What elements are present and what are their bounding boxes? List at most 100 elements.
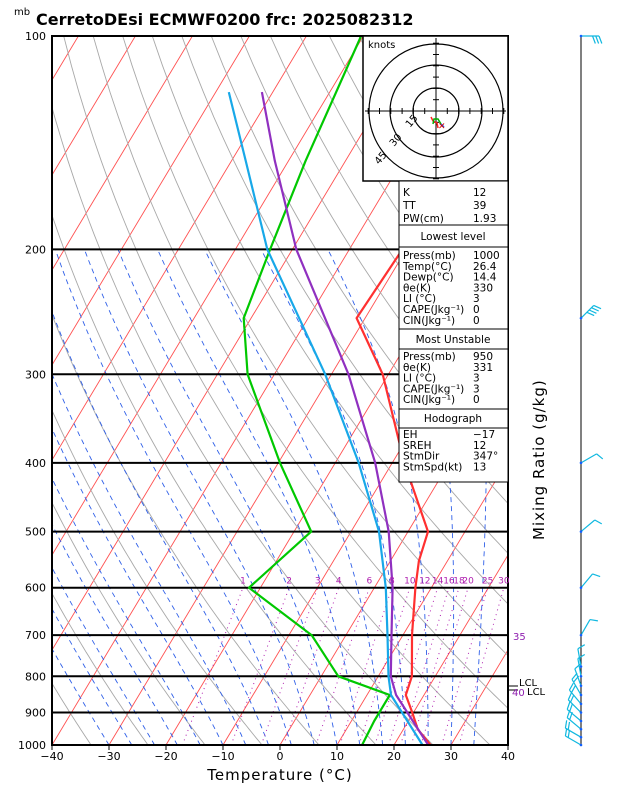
- dry-adiabat-line: [52, 313, 320, 745]
- wind-barb-feather: [577, 644, 586, 650]
- mixing-ratio-line: [410, 587, 460, 745]
- isotherm-line: [336, 459, 508, 745]
- wind-barb: [580, 519, 596, 533]
- virtual_parcel-profile: [227, 91, 424, 745]
- lcl-marker: LCL 40 LCL: [508, 678, 546, 699]
- dry-adiabat-line: [536, 36, 618, 745]
- most-unstable-label: θe(K): [403, 362, 431, 374]
- wind-barb-feather: [595, 35, 600, 44]
- most-unstable-value: 0: [473, 394, 480, 406]
- lcl-label: LCL: [519, 678, 538, 689]
- moist-adiabat-line: [52, 607, 133, 745]
- temperature-tick-label: 30: [444, 750, 458, 763]
- mixing-ratio-label: 16: [443, 577, 455, 587]
- most-unstable-value: 331: [473, 362, 493, 374]
- most-unstable-label: LI (°C): [403, 373, 436, 385]
- chart-title: CerretoDEsi ECMWF0200 frc: 2025082312: [36, 10, 414, 29]
- mixing-ratio-label: 4: [336, 577, 342, 587]
- wind-level-dot: [579, 633, 583, 637]
- pressure-tick-label: 400: [25, 457, 46, 470]
- lowest-level-label: CIN(Jkg⁻¹): [403, 315, 455, 327]
- moist-adiabat-line: [157, 249, 361, 745]
- temperature-tick-label: −10: [211, 750, 234, 763]
- index-tt-value: 39: [473, 200, 486, 212]
- lowest-level-value: 0: [473, 304, 480, 316]
- mixing-ratio-35-label: 35: [513, 632, 526, 643]
- mixing-ratio-label: 2: [286, 577, 292, 587]
- isotherm-line: [165, 174, 508, 745]
- isotherm-line: [52, 36, 307, 461]
- mixing-ratio-label: 30: [498, 577, 510, 587]
- wind-level-dot: [579, 719, 583, 723]
- mixing-ratio-label: 8: [389, 577, 395, 587]
- mixing-ratio-label: 1: [240, 577, 246, 587]
- profile-lines: [227, 36, 508, 745]
- pressure-unit-label: mb: [14, 7, 30, 18]
- wind-barb: [577, 658, 582, 677]
- wind-barb-feather: [564, 720, 568, 729]
- hodograph-params-rows: EH −17 SREH 12 StmDir 347° StmSpd(kt) 13: [403, 429, 498, 473]
- wind-level-dot: [579, 702, 583, 706]
- dry-adiabat-line: [52, 592, 149, 745]
- mixing-ratio-line: [420, 587, 469, 745]
- lowest-level-label: Press(mb): [403, 250, 456, 262]
- most-unstable-rows: Press(mb) 950 θe(K) 331 LI (°C) 3 CAPE(Jkg⁻¹) 3…: [403, 351, 493, 406]
- most-unstable-label: CAPE(Jkg⁻¹): [403, 383, 464, 395]
- dry-adiabat-line: [595, 36, 618, 745]
- lowest-level-label: θe(K): [403, 282, 431, 294]
- wind-level-dot: [579, 735, 583, 739]
- hodograph-param-value: 347°: [473, 451, 498, 463]
- wind-barb-feather: [593, 304, 602, 310]
- pressure-tick-label: 900: [25, 707, 46, 720]
- hodograph-param-value: 13: [473, 461, 486, 473]
- temperature-tick-label: −40: [40, 750, 63, 763]
- mixing-ratio-line: [374, 587, 426, 745]
- wind-level-dot: [579, 727, 583, 731]
- pressure-tick-label: 1000: [18, 739, 46, 752]
- isotherm-line: [393, 554, 508, 745]
- dry-adiabat-line: [52, 682, 92, 745]
- isotherm-line: [52, 36, 250, 366]
- mixing-ratio-label: 14: [432, 577, 444, 587]
- hodograph-param-label: StmDir: [403, 451, 440, 463]
- pressure-tick-labels: 1000 900 800 700 600 500 400 300 200 100: [18, 30, 46, 752]
- index-pw-value: 1.93: [473, 213, 496, 225]
- wind-barb-feather: [589, 618, 598, 622]
- hodograph-param-label: StmSpd(kt): [403, 461, 462, 473]
- dry-adiabat-line: [181, 36, 508, 554]
- most-unstable-heading: Most Unstable: [416, 334, 491, 346]
- temperature-tick-label: −20: [154, 750, 177, 763]
- mixing-ratio-line: [315, 587, 370, 745]
- temperature-tick-label: 0: [277, 750, 284, 763]
- wind-barb-feather: [598, 35, 603, 44]
- wind-barb-feather: [569, 703, 573, 712]
- lowest-level-value: 3: [473, 293, 480, 305]
- hodograph-param-label: EH: [403, 429, 418, 441]
- wind-level-dot: [579, 34, 583, 38]
- temperature-profile: [355, 92, 508, 745]
- wind-level-dot: [579, 693, 583, 697]
- moist-adiabat-line: [52, 566, 155, 745]
- most-unstable-value: 3: [473, 373, 480, 385]
- temperature-tick-label: 20: [387, 750, 401, 763]
- mixing-ratio-label: 18: [453, 577, 465, 587]
- index-tt-label: TT: [402, 200, 416, 212]
- moist-adiabat-line: [260, 249, 406, 745]
- parcel-profile: [260, 91, 430, 745]
- wind-barb-feather: [574, 663, 582, 670]
- isotherm-line: [52, 36, 193, 271]
- wind-barb-feather: [570, 694, 575, 703]
- lcl-label-2: LCL: [527, 687, 546, 698]
- moist-adiabat-line: [52, 310, 270, 745]
- mixing-ratio-label: 25: [482, 577, 493, 587]
- lowest-level-label: CAPE(Jkg⁻¹): [403, 304, 464, 316]
- hodograph-units: knots: [368, 40, 395, 51]
- wind-level-dot: [579, 665, 583, 668]
- wind-level-dot: [579, 586, 583, 590]
- wind-barb-feather: [591, 35, 596, 44]
- dewpoint-profile: [242, 36, 391, 745]
- wind-barb-feather: [594, 519, 603, 525]
- pressure-tick-label: 700: [25, 629, 46, 642]
- hodograph: knots 15 30 45 ✕: [362, 35, 509, 182]
- isotherm-line: [52, 36, 364, 556]
